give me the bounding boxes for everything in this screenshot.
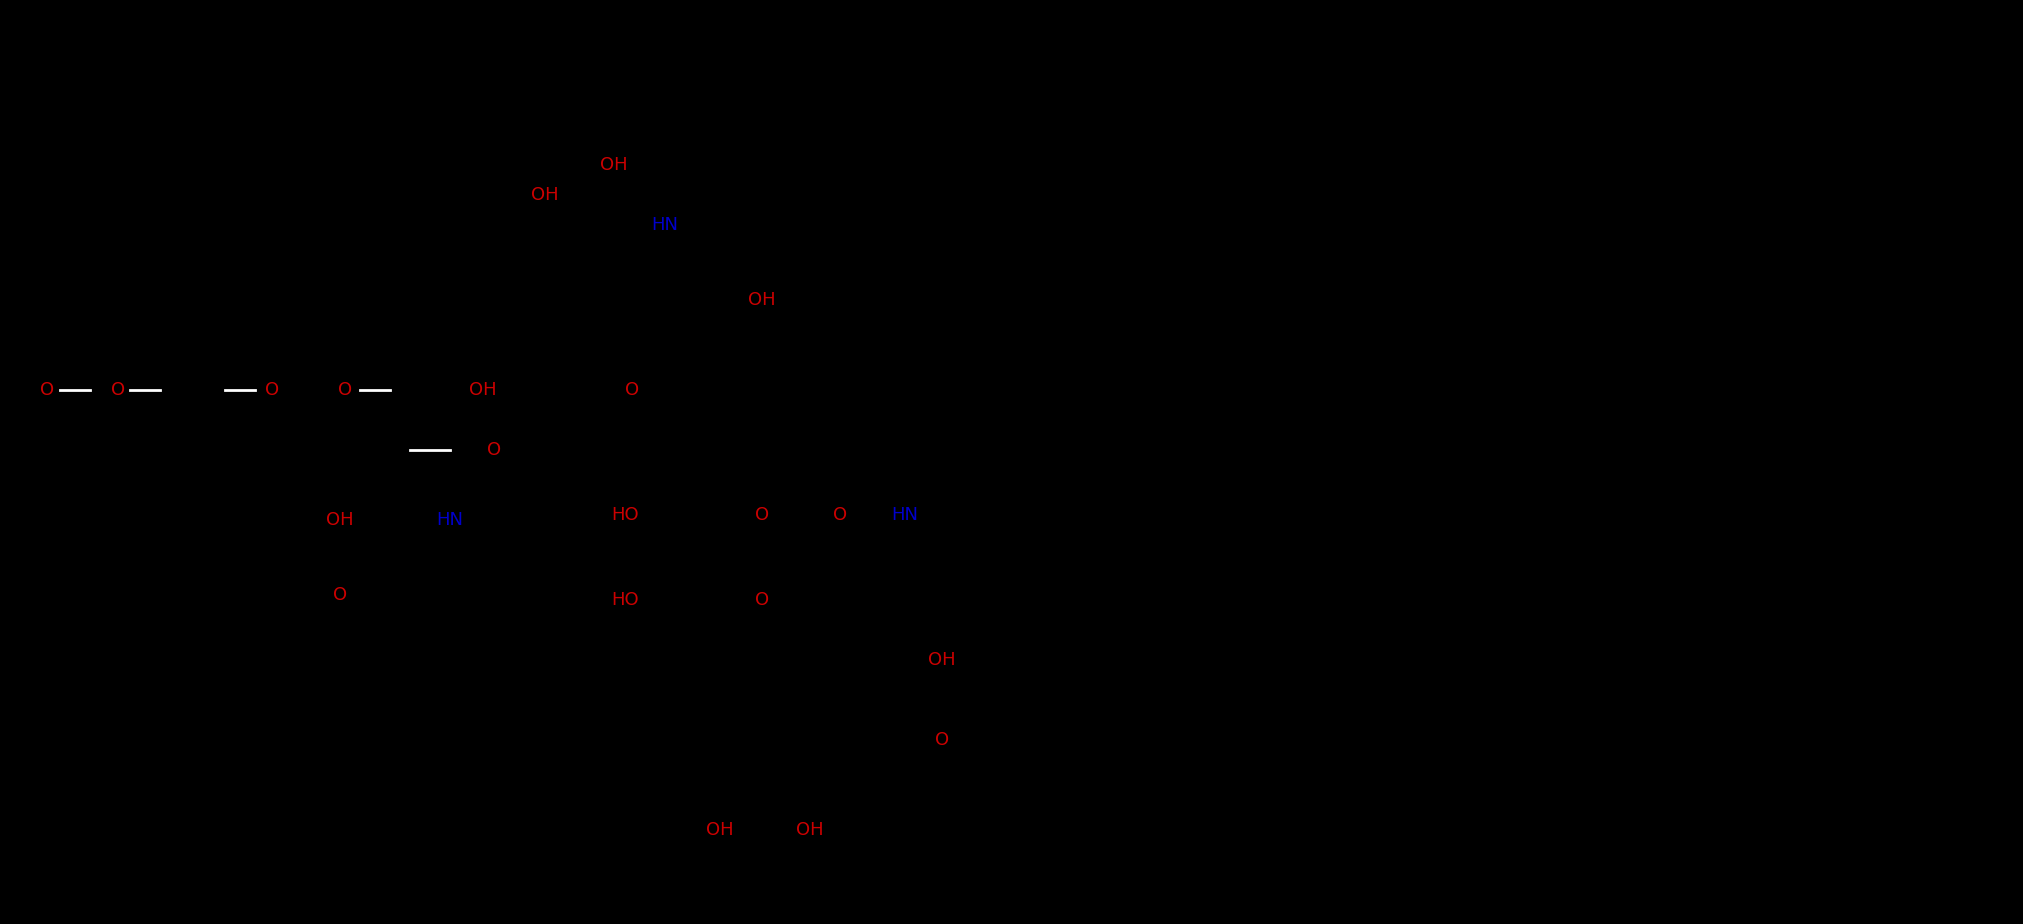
Text: O: O bbox=[265, 381, 279, 399]
Text: OH: OH bbox=[749, 291, 775, 309]
Text: OH: OH bbox=[706, 821, 734, 839]
Text: O: O bbox=[935, 731, 949, 749]
Text: O: O bbox=[111, 381, 125, 399]
Text: OH: OH bbox=[530, 186, 558, 204]
Text: OH: OH bbox=[326, 511, 354, 529]
Text: O: O bbox=[625, 381, 639, 399]
Text: HO: HO bbox=[611, 591, 639, 609]
Text: O: O bbox=[755, 591, 769, 609]
Text: HO: HO bbox=[611, 506, 639, 524]
Text: O: O bbox=[833, 506, 848, 524]
Text: O: O bbox=[338, 381, 352, 399]
Text: OH: OH bbox=[469, 381, 496, 399]
Text: OH: OH bbox=[601, 156, 627, 174]
Text: O: O bbox=[332, 586, 346, 604]
Text: O: O bbox=[755, 506, 769, 524]
Text: HN: HN bbox=[890, 506, 918, 524]
Text: HN: HN bbox=[651, 216, 678, 234]
Text: O: O bbox=[40, 381, 55, 399]
Text: HN: HN bbox=[437, 511, 463, 529]
Text: OH: OH bbox=[929, 651, 955, 669]
Text: OH: OH bbox=[795, 821, 823, 839]
Text: O: O bbox=[488, 441, 502, 459]
